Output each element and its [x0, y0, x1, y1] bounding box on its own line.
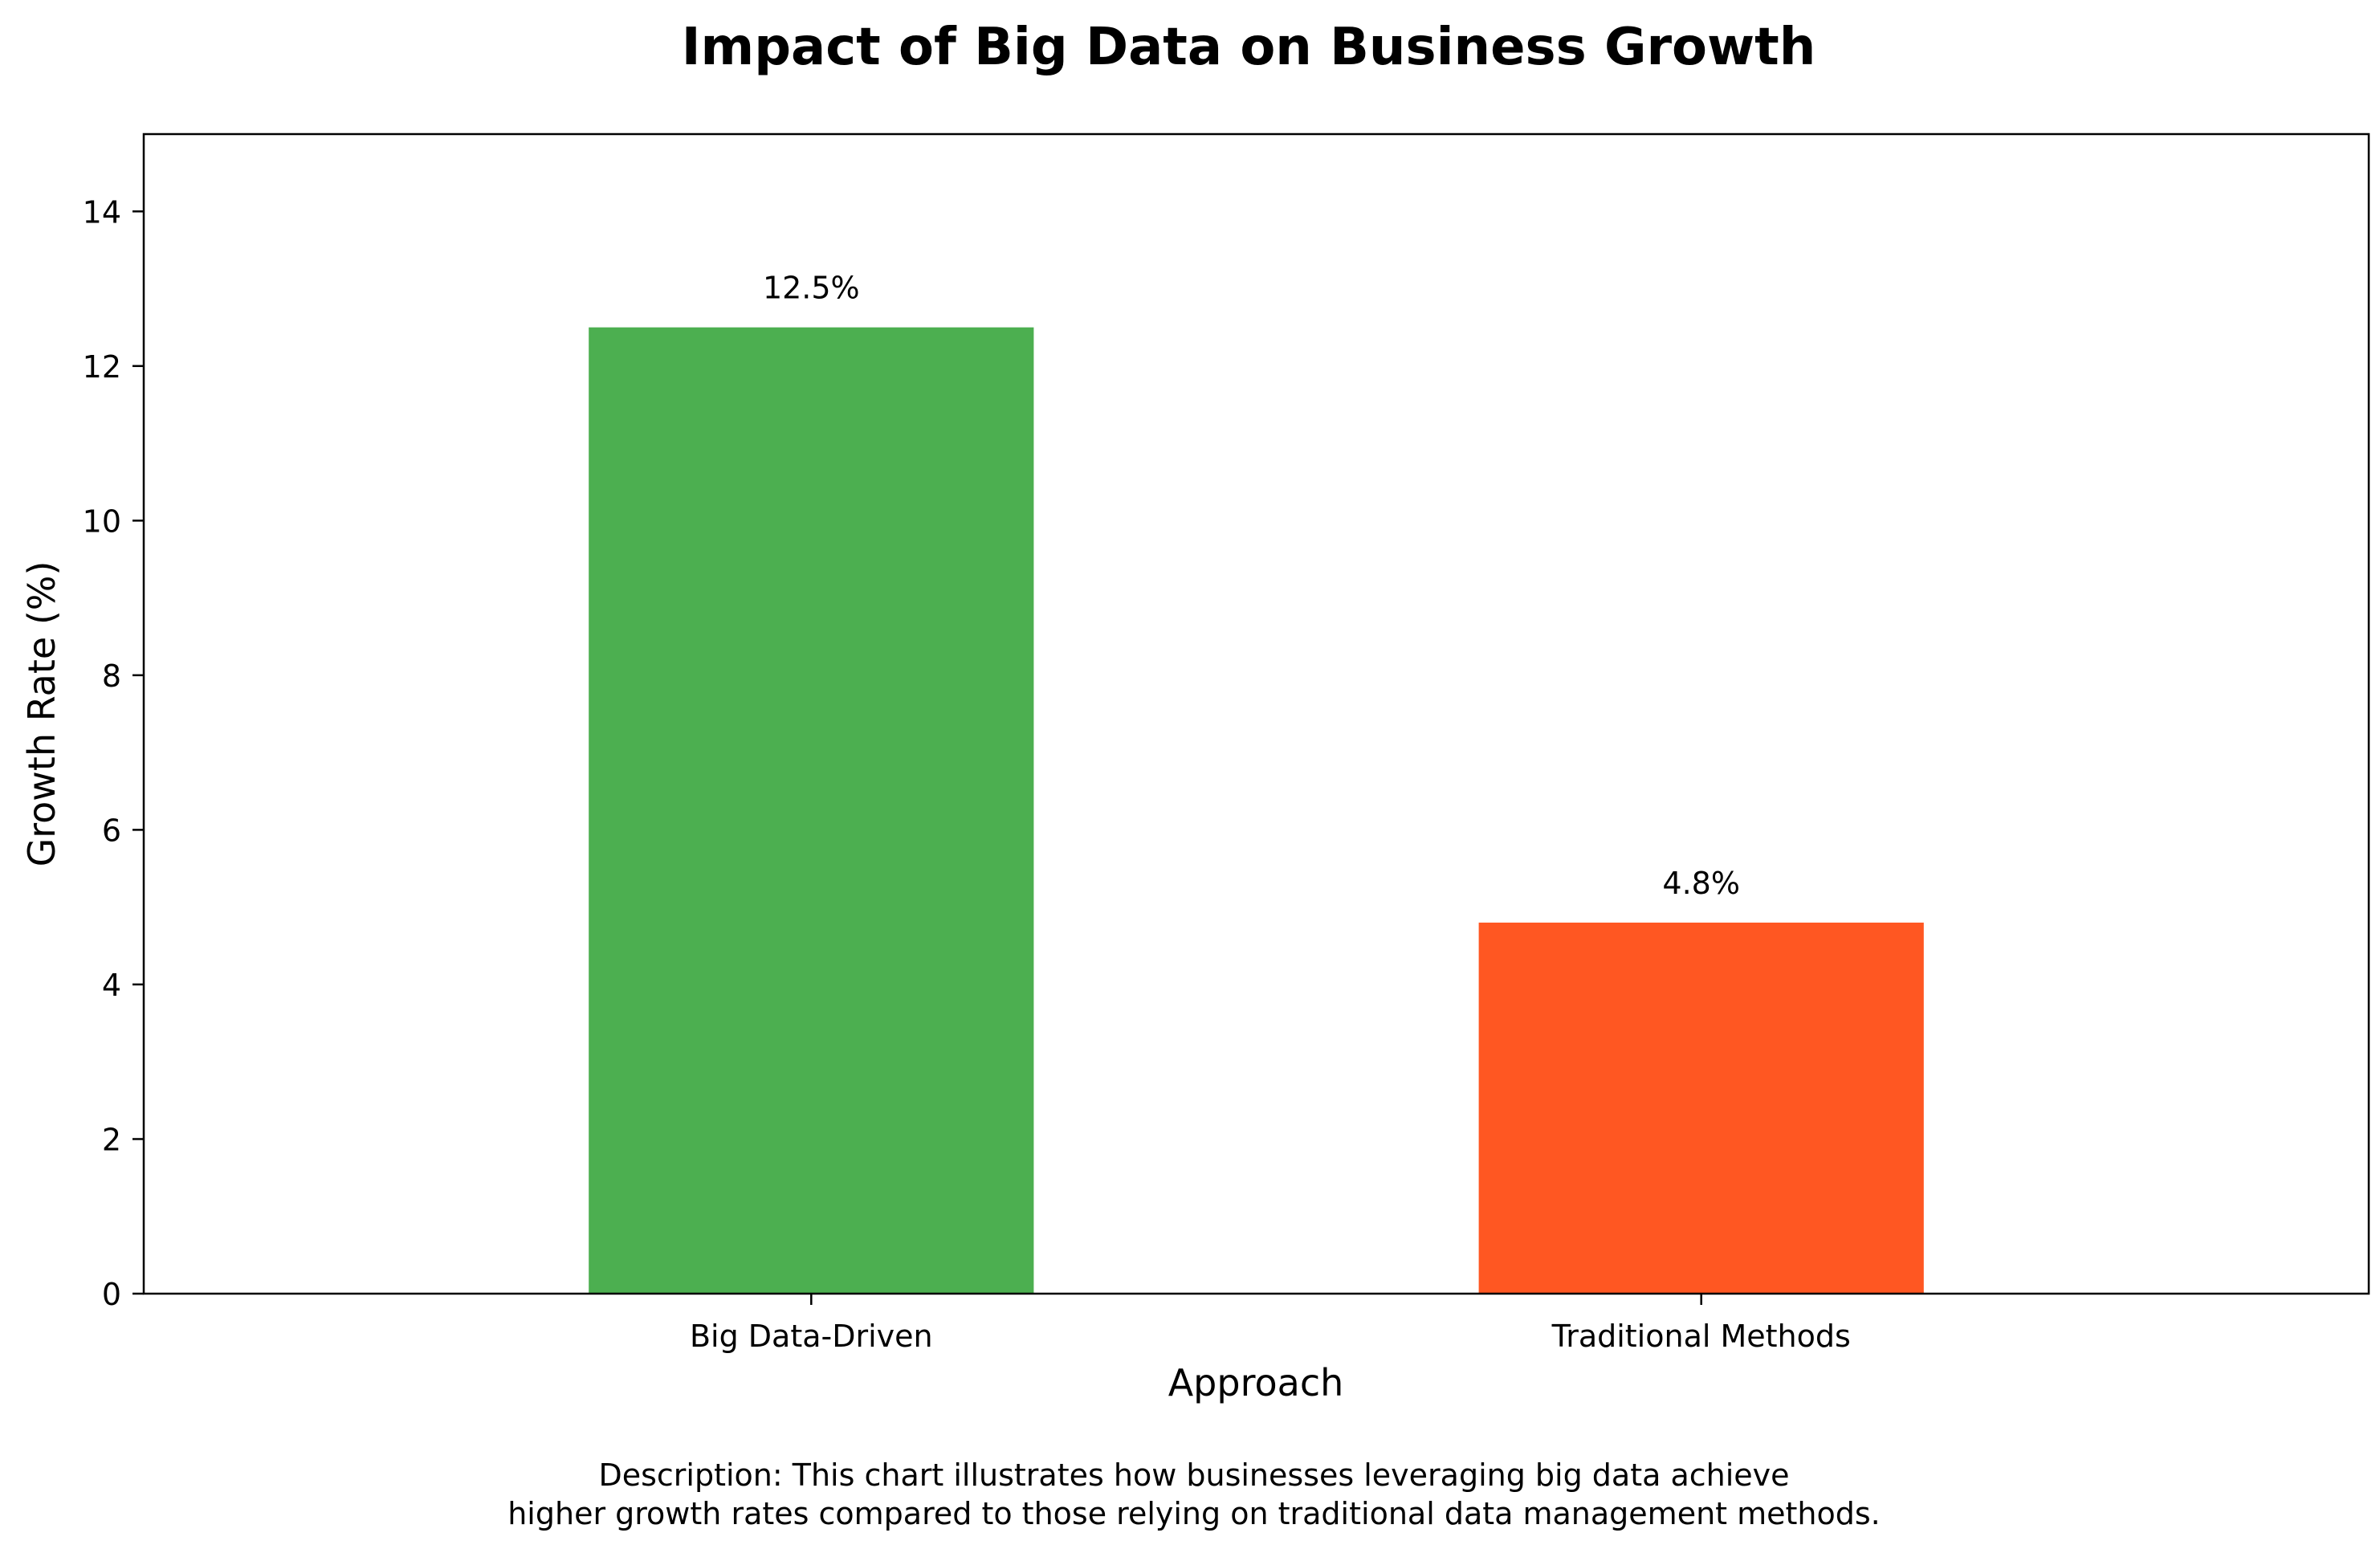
chart-title: Impact of Big Data on Business Growth [682, 18, 1816, 77]
y-tick-label-6: 6 [102, 813, 121, 848]
y-tick-label-4: 4 [102, 968, 121, 1003]
y-tick-label-14: 14 [83, 194, 121, 230]
y-tick-label-10: 10 [83, 503, 121, 539]
plot-frame [142, 132, 2370, 1295]
data-label-2: 4.8% [1662, 866, 1740, 901]
y-tick-label-0: 0 [102, 1277, 121, 1312]
bar-2 [1478, 922, 1924, 1294]
plot-area: 12.5% Big Data-Driven 4.8% Traditional Meth… [83, 194, 1924, 1354]
y-tick-label-2: 2 [102, 1122, 121, 1157]
y-tick-label-12: 12 [83, 349, 121, 385]
y-tick-label-8: 8 [102, 658, 121, 694]
x-tick-label-2: Traditional Methods [1551, 1319, 1851, 1354]
x-axis-label: Approach [1168, 1361, 1344, 1404]
data-label-1: 12.5% [763, 271, 860, 306]
y-axis-label: Growth Rate (%) [20, 561, 63, 867]
description-line-2: higher growth rates compared to those re… [507, 1496, 1881, 1531]
description-line-1: Description: This chart illustrates how … [598, 1457, 1789, 1493]
x-tick-label-1: Big Data-Driven [690, 1319, 933, 1354]
bar-1 [589, 327, 1034, 1294]
